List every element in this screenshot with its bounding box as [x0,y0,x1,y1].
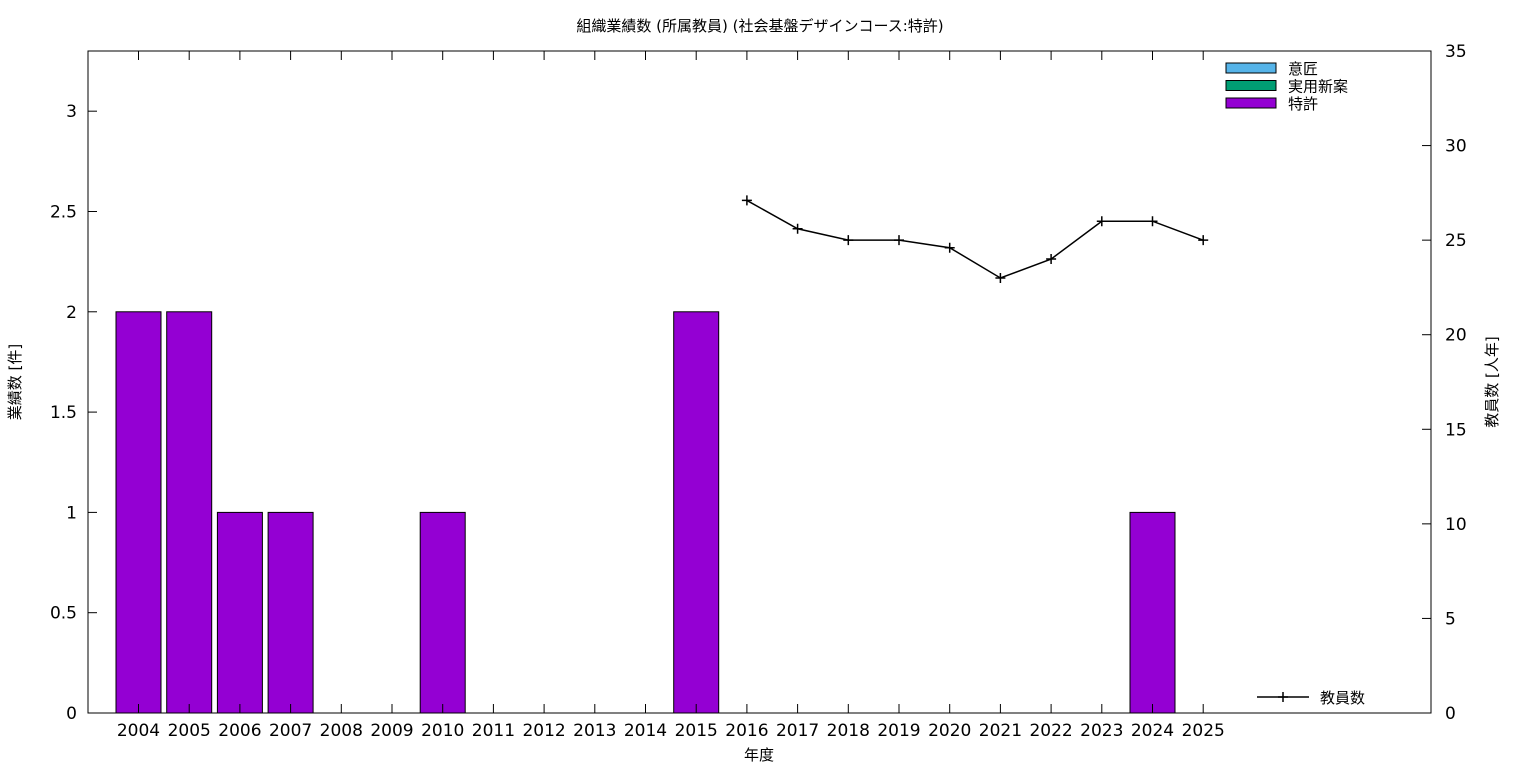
line-point-2020 [944,242,955,253]
x-tick-label: 2008 [320,721,363,741]
x-axis-label: 年度 [744,746,774,764]
line-point-2025 [1198,235,1209,246]
x-tick-label: 2018 [827,721,870,741]
line-point-2022 [1046,254,1057,265]
y2-tick-label: 5 [1445,609,1456,629]
y2-tick-label: 0 [1445,704,1456,724]
x-tick-label: 2013 [573,721,616,741]
x-tick-label: 2020 [928,721,971,741]
x-tick-label: 2021 [979,721,1022,741]
x-tick-label: 2004 [117,721,160,741]
y2-tick-label: 15 [1445,420,1467,440]
bar-2-2024 [1129,511,1176,714]
line-point-2018 [843,235,854,246]
teacher-count-line [746,199,1204,279]
y-tick-label: 2 [66,303,77,323]
line-legend-label: 教員数 [1320,689,1365,707]
line-legend: 教員数 [1257,689,1365,707]
legend-label-0: 意匠 [1288,60,1318,78]
y-tick-label: 1.5 [50,403,77,423]
legend-swatch-2 [1225,97,1277,109]
line-point-2021 [995,272,1006,283]
line-point-2016 [741,195,752,206]
legend-label-1: 実用新案 [1288,78,1348,96]
x-tick-label: 2022 [1029,721,1072,741]
bars-layer [115,311,1176,714]
x-tick-labels: 2004 2005 2006 2007 2008 2009 2010 2011 2012 2013… [117,721,1225,741]
x-tick-label: 2019 [877,721,920,741]
legend-swatch-1 [1225,80,1277,91]
x-tick-label: 2009 [370,721,413,741]
x-tick-label: 2007 [269,721,312,741]
line-point-2023 [1096,216,1107,227]
x-tick-label: 2012 [522,721,565,741]
line-legend-marker [1278,692,1288,702]
y2-tick-label: 10 [1445,515,1467,535]
y2-tick-labels: 0 5 10 15 20 25 30 35 [1445,42,1467,724]
plot-frame [87,50,1432,714]
bar-2-2005 [166,311,213,714]
y-tick-label: 3 [66,102,77,122]
y2-tick-label: 25 [1445,231,1467,251]
y2-tick-label: 35 [1445,42,1467,62]
y-axis-label: 業績数 [件] [6,344,24,420]
y2-axis-label: 教員数 [人年] [1483,336,1501,427]
bar-2-2006 [216,511,263,714]
x-tick-label: 2014 [624,721,667,741]
x-tick-label: 2016 [725,721,768,741]
line-point-2024 [1147,216,1158,227]
x-tick-label: 2025 [1182,721,1225,741]
line-layer [741,195,1209,283]
ticks-layer [88,50,1431,714]
legend-swatch-0 [1225,62,1277,74]
bar-2-2015 [673,311,720,714]
x-tick-label: 2023 [1080,721,1123,741]
x-tick-label: 2006 [218,721,261,741]
y-tick-label: 0.5 [50,604,77,624]
y2-tick-label: 20 [1445,326,1467,346]
bar-2-2007 [267,511,314,714]
legend-label-2: 特許 [1288,95,1318,113]
x-tick-label: 2024 [1131,721,1174,741]
y-tick-label: 1 [66,503,77,523]
y-tick-label: 0 [66,704,77,724]
bar-2-2010 [419,511,466,714]
x-tick-label: 2010 [421,721,464,741]
line-point-2017 [792,223,803,234]
bar-2-2004 [115,311,162,714]
line-point-2019 [894,235,904,246]
y2-tick-label: 30 [1445,137,1467,157]
y-tick-labels: 0 0.5 1 1.5 2 2.5 3 [50,102,77,724]
x-tick-label: 2005 [168,721,211,741]
y-tick-label: 2.5 [50,202,77,222]
x-tick-label: 2017 [776,721,819,741]
chart-title: 組織業績数 (所属教員) (社会基盤デザインコース:特許) [576,17,943,35]
x-tick-label: 2015 [675,721,718,741]
x-tick-label: 2011 [472,721,515,741]
